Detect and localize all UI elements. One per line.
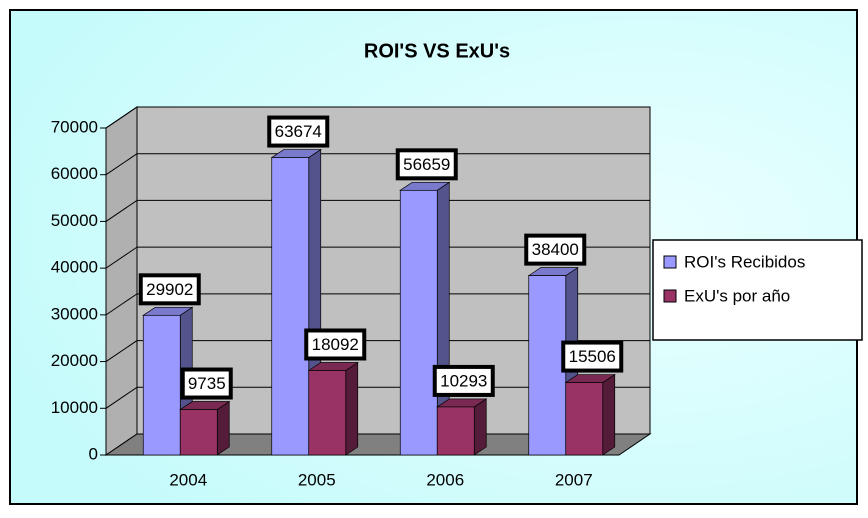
bar <box>179 409 218 456</box>
legend-swatch <box>663 289 677 303</box>
grid-line <box>105 200 138 222</box>
data-label-box <box>267 115 330 148</box>
bar <box>308 370 347 456</box>
data-label: 18092 <box>312 335 359 354</box>
x-tick-label: 2005 <box>298 470 336 489</box>
bar-side <box>602 373 616 456</box>
data-label-box <box>304 328 367 361</box>
data-label-box <box>432 364 495 397</box>
bar <box>271 157 310 456</box>
data-label: 38400 <box>532 240 579 259</box>
y-tick-label: 50000 <box>51 211 98 230</box>
bar-side <box>473 398 487 456</box>
grid-line <box>105 246 138 269</box>
legend-swatch <box>663 255 677 269</box>
data-label-box <box>395 148 458 181</box>
grid-line <box>105 106 138 129</box>
data-label: 56659 <box>403 155 450 174</box>
data-label: 29902 <box>146 280 193 299</box>
legend-label: ExU's por año <box>684 286 790 305</box>
y-tick-label: 10000 <box>51 398 98 417</box>
y-tick-label: 40000 <box>51 258 98 277</box>
side-wall <box>105 106 138 456</box>
legend <box>652 239 863 341</box>
data-label-box <box>138 273 201 306</box>
x-tick-label: 2007 <box>555 470 593 489</box>
grid-line <box>105 386 138 409</box>
data-label: 9735 <box>188 374 226 393</box>
data-label: 15506 <box>569 347 616 366</box>
y-tick-label: 0 <box>89 444 98 463</box>
grid-line <box>105 293 138 316</box>
data-label: 63674 <box>275 122 322 141</box>
bar <box>399 189 438 456</box>
chart-title: ROI'S VS ExU's <box>364 40 510 62</box>
legend-label: ROI's Recibidos <box>684 252 805 271</box>
grid-line <box>105 340 138 362</box>
bar-side <box>345 361 359 456</box>
grid-line <box>105 153 138 176</box>
y-tick-label: 30000 <box>51 304 98 323</box>
y-tick-label: 70000 <box>51 117 98 136</box>
bar-side <box>216 400 230 456</box>
bar <box>436 406 475 456</box>
y-tick-label: 60000 <box>51 164 98 183</box>
data-label-box <box>180 367 233 400</box>
x-tick-label: 2006 <box>426 470 464 489</box>
bar <box>142 314 181 456</box>
bar <box>528 275 567 456</box>
data-label: 10293 <box>440 371 487 390</box>
y-tick-label: 20000 <box>51 351 98 370</box>
bar <box>565 382 604 456</box>
data-label-box <box>524 233 587 266</box>
x-tick-label: 2004 <box>169 470 207 489</box>
data-label-box <box>561 340 624 373</box>
